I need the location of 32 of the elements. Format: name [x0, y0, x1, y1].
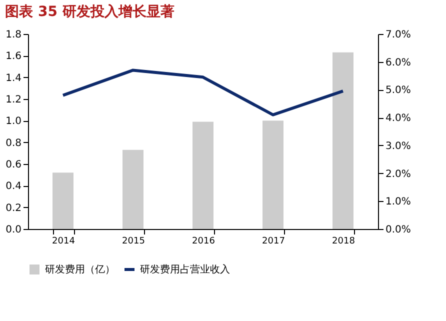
y2-tick-label: 4.0%: [386, 113, 411, 124]
y-tick-label: 1.2: [6, 94, 22, 106]
y2-tick-label: 6.0%: [386, 57, 411, 68]
y2-tick-label: 5.0%: [386, 85, 411, 96]
y-tick-label: 1.8: [6, 30, 22, 40]
chart-title: 图表 35 研发投入增长显著: [5, 4, 174, 20]
y2-tick-label: 1.0%: [386, 196, 411, 208]
y-tick-label: 0.6: [6, 160, 22, 170]
y2-tick-label: 7.0%: [386, 30, 411, 40]
bar: [52, 172, 74, 229]
x-tick-label: 2015: [122, 236, 145, 246]
x-tick-label: 2014: [52, 236, 76, 246]
bar: [122, 150, 144, 229]
x-tick-label: 2016: [192, 236, 216, 246]
y2-tick-label: 3.0%: [386, 140, 411, 152]
y2-tick-label: 0.0%: [386, 224, 411, 236]
bar: [262, 120, 284, 229]
y-tick-label: 0.8: [6, 138, 22, 149]
bar: [192, 122, 214, 229]
y-tick-label: 1.0: [6, 116, 22, 128]
y-tick-label: 1.4: [6, 72, 22, 84]
legend-label: 研发费用（亿）: [45, 264, 115, 276]
bar: [332, 52, 354, 229]
y-tick-label: 0.0: [6, 224, 22, 236]
legend-label: 研发费用占营业收入: [140, 264, 230, 276]
y-tick-label: 0.2: [6, 202, 22, 214]
line-series: [62, 68, 344, 116]
y-tick-label: 0.4: [6, 181, 22, 192]
x-tick-label: 2018: [332, 236, 356, 246]
y2-tick-label: 2.0%: [386, 168, 411, 180]
x-tick-label: 2017: [262, 236, 285, 246]
y-tick-label: 1.6: [6, 51, 22, 62]
